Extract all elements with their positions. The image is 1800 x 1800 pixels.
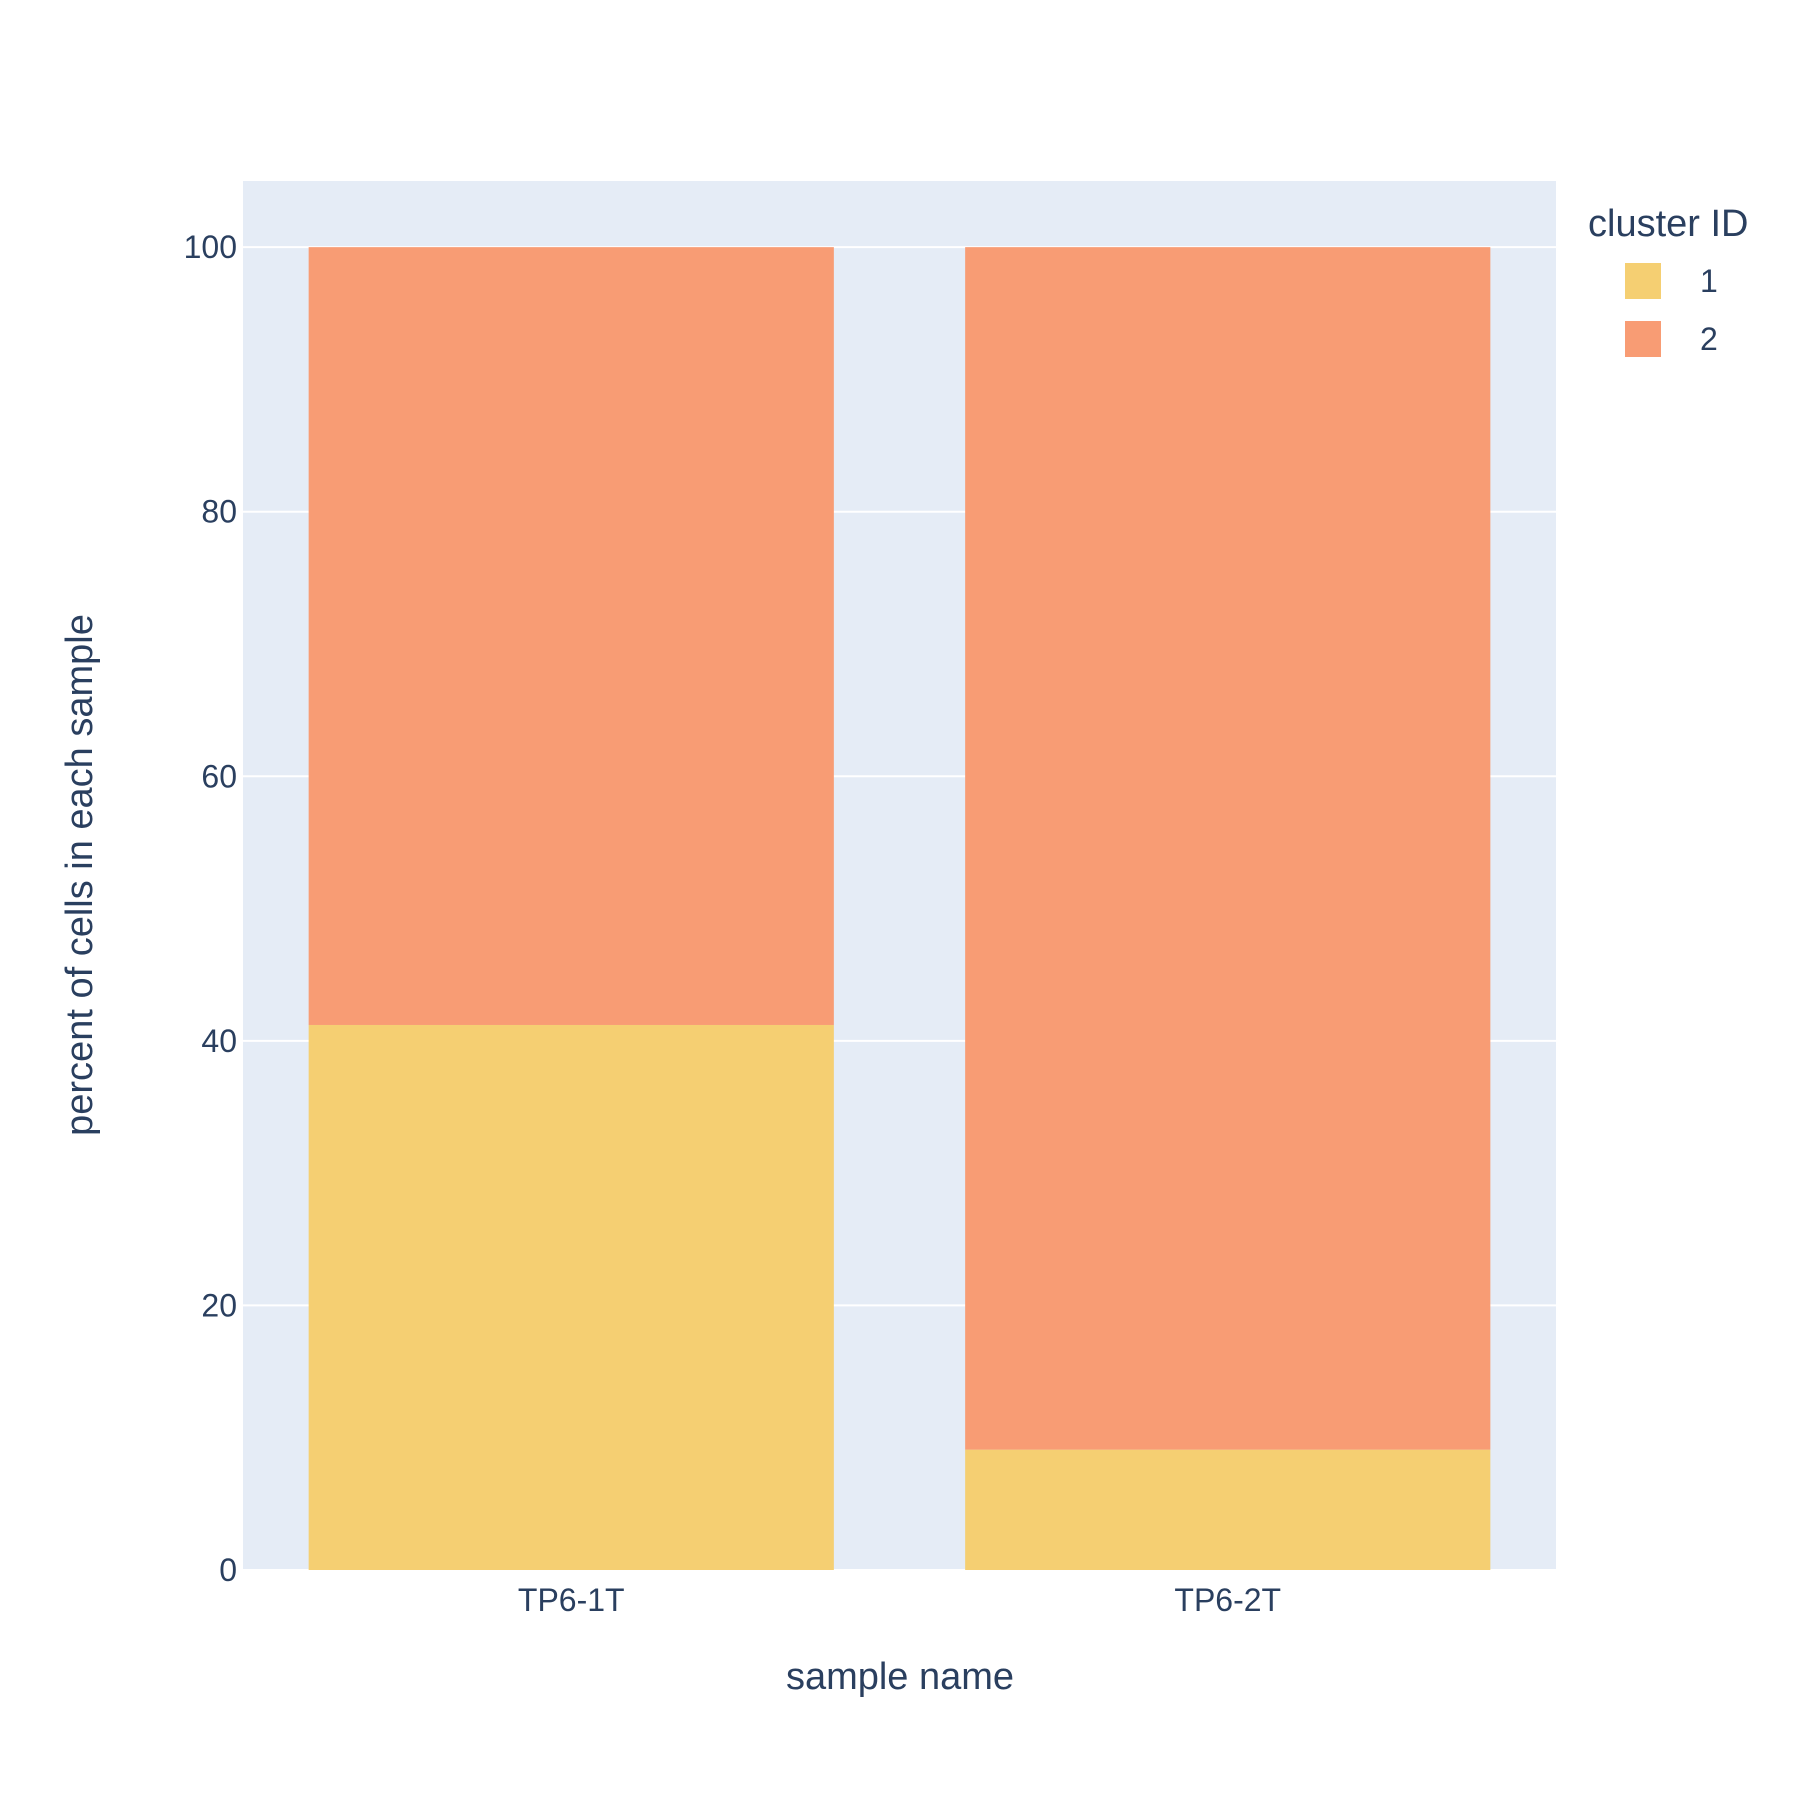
y-tick-label: 80 — [201, 494, 237, 530]
legend: cluster ID 1 2 — [1588, 203, 1748, 357]
bars — [308, 247, 1491, 1570]
y-axis-ticks: 0 20 40 60 80 100 — [184, 229, 237, 1588]
y-tick-label: 40 — [201, 1023, 237, 1059]
y-tick-label: 100 — [184, 229, 237, 265]
x-tick-label: TP6-2T — [1174, 1582, 1281, 1618]
bar-TP6-1T-cluster-2 — [308, 247, 834, 1025]
y-tick-label: 60 — [201, 758, 237, 794]
legend-label-1: 1 — [1700, 263, 1718, 299]
bar-TP6-2T-cluster-1 — [965, 1449, 1491, 1570]
x-axis-title: sample name — [786, 1656, 1014, 1698]
bar-TP6-1T-cluster-1 — [308, 1024, 834, 1570]
y-axis-title: percent of cells in each sample — [59, 614, 101, 1136]
legend-label-2: 2 — [1700, 321, 1718, 357]
legend-swatch-1 — [1625, 263, 1661, 299]
y-tick-label: 20 — [201, 1287, 237, 1323]
legend-swatch-2 — [1625, 321, 1661, 357]
y-tick-label: 0 — [219, 1552, 237, 1588]
x-axis-ticks: TP6-1T TP6-2T — [518, 1582, 1281, 1618]
bar-TP6-2T-cluster-2 — [965, 247, 1491, 1450]
x-tick-label: TP6-1T — [518, 1582, 625, 1618]
legend-title: cluster ID — [1588, 203, 1748, 245]
